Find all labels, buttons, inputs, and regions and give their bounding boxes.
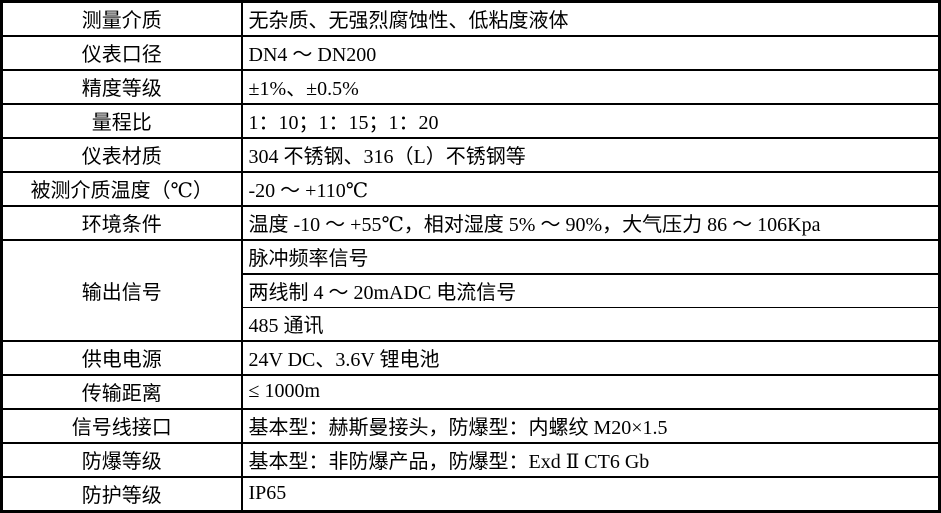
table-row-meter-material: 仪表材质 304 不锈钢、316（L）不锈钢等 [0,137,941,173]
spec-label: 精度等级 [0,69,243,105]
table-row-ambient-conditions: 环境条件 温度 -10 ～ +55℃，相对湿度 5% ～ 90%，大气压力 86… [0,205,941,241]
table-row-medium-temperature: 被测介质温度（℃） -20 ～ +110℃ [0,171,941,207]
spec-value: 24V DC、3.6V 锂电池 [240,340,941,376]
spec-value: 温度 -10 ～ +55℃，相对湿度 5% ～ 90%，大气压力 86 ～ 10… [240,205,941,241]
spec-label: 量程比 [0,103,243,139]
table-row-meter-diameter: 仪表口径 DN4 ～ DN200 [0,35,941,71]
spec-value: 基本型：非防爆产品，防爆型：Exd Ⅱ CT6 Gb [240,442,941,478]
spec-value: 无杂质、无强烈腐蚀性、低粘度液体 [240,0,941,37]
table-row-turndown-ratio: 量程比 1：10；1：15；1：20 [0,103,941,139]
spec-label: 防爆等级 [0,442,243,478]
table-row-power-supply: 供电电源 24V DC、3.6V 锂电池 [0,340,941,376]
table-row-output-signal-3: 485 通讯 [2,307,941,342]
spec-value: -20 ～ +110℃ [240,171,941,207]
spec-label: 环境条件 [0,205,243,241]
spec-value: 304 不锈钢、316（L）不锈钢等 [240,137,941,173]
spec-value: 两线制 4 ～ 20mADC 电流信号 [240,273,941,308]
table-row-accuracy-class: 精度等级 ±1%、±0.5% [0,69,941,105]
spec-label: 仪表材质 [0,137,243,173]
spec-label: 测量介质 [0,0,243,37]
spec-label: 输出信号 [0,239,243,342]
spec-value: 基本型：赫斯曼接头，防爆型：内螺纹 M20×1.5 [240,408,941,444]
table-row-output-signal-2: 两线制 4 ～ 20mADC 电流信号 [2,273,941,308]
spec-value: 1：10；1：15；1：20 [240,103,941,139]
table-row-output-signal: 输出信号 脉冲频率信号 [0,239,941,342]
spec-label: 信号线接口 [0,408,243,444]
spec-label: 被测介质温度（℃） [0,171,243,207]
table-row-measuring-medium: 测量介质 无杂质、无强烈腐蚀性、低粘度液体 [0,0,941,37]
table-row-signal-connector: 信号线接口 基本型：赫斯曼接头，防爆型：内螺纹 M20×1.5 [0,408,941,444]
spec-label: 防护等级 [0,476,243,513]
table-row-transmission-distance: 传输距离 ≤ 1000m [0,374,941,410]
spec-value: IP65 [240,476,941,513]
spec-value: ≤ 1000m [240,374,941,410]
spec-value: ±1%、±0.5% [240,69,941,105]
table-row-protection-rating: 防护等级 IP65 [0,476,941,513]
spec-label: 供电电源 [0,340,243,376]
spec-label: 仪表口径 [0,35,243,71]
spec-value: 485 通讯 [240,307,941,342]
spec-value: DN4 ～ DN200 [240,35,941,71]
spec-label: 传输距离 [0,374,243,410]
table-row-explosion-proof-rating: 防爆等级 基本型：非防爆产品，防爆型：Exd Ⅱ CT6 Gb [0,442,941,478]
spec-value: 脉冲频率信号 [240,239,941,275]
